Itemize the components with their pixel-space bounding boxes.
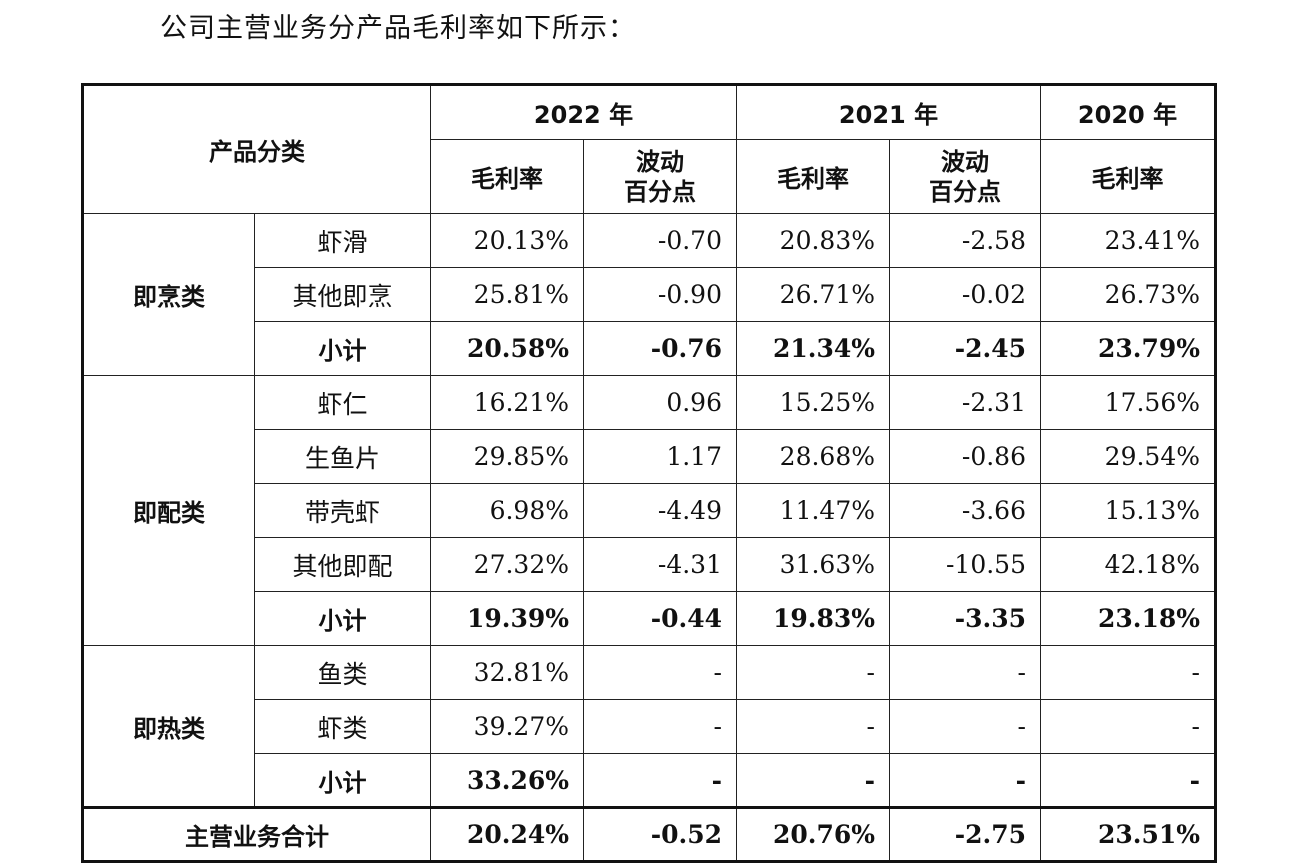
product-label: 鱼类 xyxy=(254,645,431,700)
change-cell: -2.58 xyxy=(889,213,1041,268)
total-change-cell: -0.52 xyxy=(583,806,737,862)
gross-margin-cell: 39.27% xyxy=(430,699,584,754)
gross-margin-cell: 15.25% xyxy=(736,375,890,430)
gross-margin-cell: 42.18% xyxy=(1040,537,1216,592)
table-row: 其他即配 27.32% -4.31 31.63% -10.55 42.18% xyxy=(83,537,1216,592)
category-label: 即热类 xyxy=(82,645,255,808)
header-gross-margin: 毛利率 xyxy=(736,139,890,214)
table-row: 即配类 虾仁 16.21% 0.96 15.25% -2.31 17.56% xyxy=(82,375,1216,646)
gross-margin-cell: 31.63% xyxy=(736,537,890,592)
header-year-2020: 2020 年 xyxy=(1040,84,1216,140)
gross-margin-cell: 21.34% xyxy=(736,321,890,376)
change-cell: -3.35 xyxy=(889,591,1041,646)
table-row: 小计 19.39% -0.44 19.83% -3.35 23.18% xyxy=(83,591,1216,646)
gross-margin-cell: 16.21% xyxy=(430,375,584,430)
gross-margin-cell: 29.54% xyxy=(1040,429,1216,484)
gross-margin-cell: 15.13% xyxy=(1040,483,1216,538)
change-cell: - xyxy=(583,699,737,754)
subtotal-label: 小计 xyxy=(254,591,431,646)
table-row: 小计 20.58% -0.76 21.34% -2.45 23.79% xyxy=(83,321,1216,376)
product-label: 其他即烹 xyxy=(254,267,431,322)
total-label: 主营业务合计 xyxy=(82,806,431,862)
gross-margin-cell: 6.98% xyxy=(430,483,584,538)
total-gross-margin-cell: 23.51% xyxy=(1040,806,1216,862)
total-row: 主营业务合计 20.24% -0.52 20.76% -2.75 23.51% xyxy=(82,806,1216,862)
subtotal-label: 小计 xyxy=(254,321,431,376)
category-label: 即配类 xyxy=(82,375,255,646)
change-cell: -4.31 xyxy=(583,537,737,592)
change-cell: - xyxy=(889,753,1041,808)
gross-margin-cell: 23.18% xyxy=(1040,591,1216,646)
product-label: 带壳虾 xyxy=(254,483,431,538)
header-change: 波动 百分点 xyxy=(889,139,1041,214)
change-cell: -0.86 xyxy=(889,429,1041,484)
table-row: 带壳虾 6.98% -4.49 11.47% -3.66 15.13% xyxy=(83,483,1216,538)
table-row: 虾类 39.27% - - - - xyxy=(83,699,1216,754)
total-change-cell: -2.75 xyxy=(889,806,1041,862)
gross-margin-cell: 17.56% xyxy=(1040,375,1216,430)
change-cell: -0.02 xyxy=(889,267,1041,322)
gross-margin-cell: 26.73% xyxy=(1040,267,1216,322)
change-cell: -2.45 xyxy=(889,321,1041,376)
gross-margin-cell: 29.85% xyxy=(430,429,584,484)
product-label: 其他即配 xyxy=(254,537,431,592)
header-gross-margin: 毛利率 xyxy=(1040,139,1216,214)
gross-margin-cell: 19.39% xyxy=(430,591,584,646)
change-cell: -0.76 xyxy=(583,321,737,376)
product-label: 虾滑 xyxy=(254,213,431,268)
product-label: 虾类 xyxy=(254,699,431,754)
gross-margin-cell: - xyxy=(736,645,890,700)
header-year-2021: 2021 年 xyxy=(736,84,1041,140)
change-cell: -0.90 xyxy=(583,267,737,322)
intro-text: 公司主营业务分产品毛利率如下所示： xyxy=(160,13,636,44)
change-cell: -10.55 xyxy=(889,537,1041,592)
gross-margin-cell: 20.13% xyxy=(430,213,584,268)
table-row: 即烹类 虾滑 20.13% -0.70 20.83% -2.58 23.41% xyxy=(82,213,1216,376)
change-cell: -2.31 xyxy=(889,375,1041,430)
header-year-2022: 2022 年 xyxy=(430,84,737,140)
header-change: 波动 百分点 xyxy=(583,139,737,214)
gross-margin-cell: - xyxy=(1040,645,1216,700)
total-gross-margin-cell: 20.76% xyxy=(736,806,890,862)
gross-margin-table: 产品分类 2022 年 2021 年 2020 年 毛利率 波动 百分点 毛利率 … xyxy=(81,83,1217,863)
change-cell: - xyxy=(889,699,1041,754)
change-cell: -4.49 xyxy=(583,483,737,538)
category-label: 即烹类 xyxy=(82,213,255,376)
gross-margin-cell: 32.81% xyxy=(430,645,584,700)
gross-margin-cell: 11.47% xyxy=(736,483,890,538)
gross-margin-cell: 19.83% xyxy=(736,591,890,646)
gross-margin-cell: - xyxy=(1040,699,1216,754)
gross-margin-cell: 20.58% xyxy=(430,321,584,376)
table-row: 生鱼片 29.85% 1.17 28.68% -0.86 29.54% xyxy=(83,429,1216,484)
gross-margin-cell: 23.79% xyxy=(1040,321,1216,376)
change-cell: -0.44 xyxy=(583,591,737,646)
change-cell: -3.66 xyxy=(889,483,1041,538)
product-label: 生鱼片 xyxy=(254,429,431,484)
gross-margin-cell: 33.26% xyxy=(430,753,584,808)
gross-margin-cell: 28.68% xyxy=(736,429,890,484)
header-gross-margin: 毛利率 xyxy=(430,139,584,214)
total-gross-margin-cell: 20.24% xyxy=(430,806,584,862)
change-cell: - xyxy=(583,753,737,808)
product-label: 虾仁 xyxy=(254,375,431,430)
table-row: 即热类 鱼类 32.81% - - - - xyxy=(82,645,1216,808)
subtotal-label: 小计 xyxy=(254,753,431,808)
change-cell: 1.17 xyxy=(583,429,737,484)
change-cell: - xyxy=(583,645,737,700)
gross-margin-cell: 27.32% xyxy=(430,537,584,592)
gross-margin-cell: 25.81% xyxy=(430,267,584,322)
gross-margin-cell: - xyxy=(736,699,890,754)
gross-margin-cell: 26.71% xyxy=(736,267,890,322)
gross-margin-cell: - xyxy=(1040,753,1216,808)
change-cell: 0.96 xyxy=(583,375,737,430)
gross-margin-cell: - xyxy=(736,753,890,808)
gross-margin-cell: 23.41% xyxy=(1040,213,1216,268)
change-cell: - xyxy=(889,645,1041,700)
gross-margin-cell: 20.83% xyxy=(736,213,890,268)
change-cell: -0.70 xyxy=(583,213,737,268)
header-category: 产品分类 xyxy=(82,84,431,214)
